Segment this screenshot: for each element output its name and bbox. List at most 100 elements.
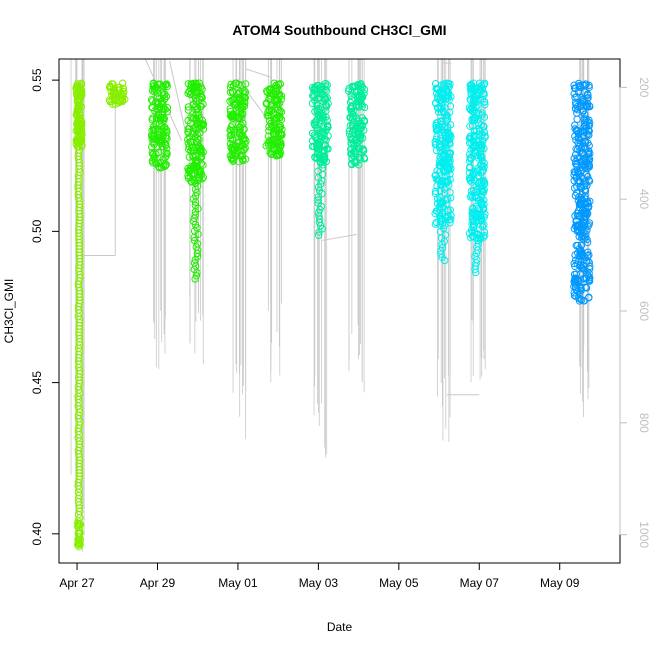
data-point xyxy=(439,145,447,153)
data-point xyxy=(434,118,442,127)
pressure-tick-label: 400 xyxy=(637,189,650,209)
data-point xyxy=(584,148,592,157)
data-point xyxy=(184,135,192,144)
data-point xyxy=(479,233,488,241)
data-point xyxy=(354,97,362,105)
data-point xyxy=(582,274,590,282)
data-point xyxy=(570,90,578,98)
data-point xyxy=(438,176,446,185)
data-point xyxy=(474,138,482,146)
data-cluster xyxy=(226,59,250,440)
data-point xyxy=(308,137,317,145)
data-point xyxy=(360,116,368,125)
data-point xyxy=(442,114,450,122)
data-point xyxy=(481,131,489,140)
data-point xyxy=(479,188,488,196)
data-point xyxy=(446,206,455,214)
data-point xyxy=(263,87,271,95)
data-point xyxy=(347,107,356,116)
pressure-tick-label: 600 xyxy=(637,301,650,321)
data-point xyxy=(474,246,482,254)
data-point xyxy=(148,148,157,157)
data-point xyxy=(574,138,582,147)
data-point xyxy=(446,215,455,224)
data-point xyxy=(198,85,206,93)
data-point xyxy=(574,102,582,110)
data-point xyxy=(314,231,323,239)
data-point xyxy=(320,131,328,140)
data-point xyxy=(350,111,358,119)
data-point xyxy=(431,189,440,198)
pressure-tick-label: 200 xyxy=(637,77,650,97)
data-point xyxy=(74,104,83,113)
data-point xyxy=(189,114,197,122)
data-point xyxy=(581,266,589,274)
data-point xyxy=(348,145,356,153)
data-point xyxy=(360,103,369,112)
data-point xyxy=(472,268,480,277)
data-point xyxy=(435,140,444,148)
data-point xyxy=(226,104,234,113)
data-point xyxy=(194,121,203,129)
data-point xyxy=(441,130,450,139)
y-tick-label: 0.55 xyxy=(30,68,44,92)
data-point xyxy=(162,160,170,169)
data-point xyxy=(480,196,488,204)
data-point xyxy=(441,168,449,176)
data-point xyxy=(574,212,582,220)
data-point xyxy=(439,95,448,103)
data-point xyxy=(107,87,115,96)
data-point xyxy=(265,107,274,115)
x-tick-label: May 01 xyxy=(218,576,258,590)
data-point xyxy=(272,152,281,160)
data-point xyxy=(437,250,445,258)
data-point xyxy=(573,227,582,236)
data-point xyxy=(478,184,486,193)
data-point xyxy=(360,89,368,98)
data-point xyxy=(352,82,360,90)
data-point xyxy=(580,110,589,119)
data-point xyxy=(439,202,448,211)
x-tick-label: May 09 xyxy=(540,576,580,590)
data-point xyxy=(360,85,369,94)
data-point xyxy=(149,159,157,167)
data-point xyxy=(478,187,487,195)
data-point xyxy=(345,130,354,138)
data-point xyxy=(477,217,485,225)
data-point xyxy=(276,80,285,88)
data-point xyxy=(119,92,127,101)
data-point xyxy=(186,167,194,176)
data-point xyxy=(229,88,237,96)
data-point xyxy=(358,134,367,142)
data-point xyxy=(470,131,479,140)
data-point xyxy=(574,276,582,285)
data-point xyxy=(470,116,479,125)
data-point xyxy=(151,107,159,115)
data-point xyxy=(584,94,592,102)
data-point xyxy=(579,264,587,273)
data-point xyxy=(265,117,274,125)
data-cluster xyxy=(70,59,86,553)
data-point xyxy=(322,101,331,110)
data-point xyxy=(441,256,449,265)
data-point xyxy=(315,218,324,227)
data-point xyxy=(353,122,362,130)
data-point xyxy=(572,100,580,109)
data-point xyxy=(583,130,591,138)
data-point xyxy=(231,79,240,87)
data-point xyxy=(323,116,331,125)
data-point xyxy=(573,275,581,283)
data-point xyxy=(480,178,489,187)
data-point xyxy=(319,146,327,155)
data-point xyxy=(152,150,160,159)
data-point xyxy=(571,98,580,107)
data-point xyxy=(358,93,366,101)
x-tick-label: Apr 29 xyxy=(140,576,176,590)
x-tick-label: Apr 27 xyxy=(59,576,95,590)
data-point xyxy=(446,140,454,148)
data-point xyxy=(469,204,477,212)
data-point xyxy=(479,177,488,186)
data-point xyxy=(576,102,584,111)
data-point xyxy=(162,128,171,136)
data-point xyxy=(269,108,278,117)
